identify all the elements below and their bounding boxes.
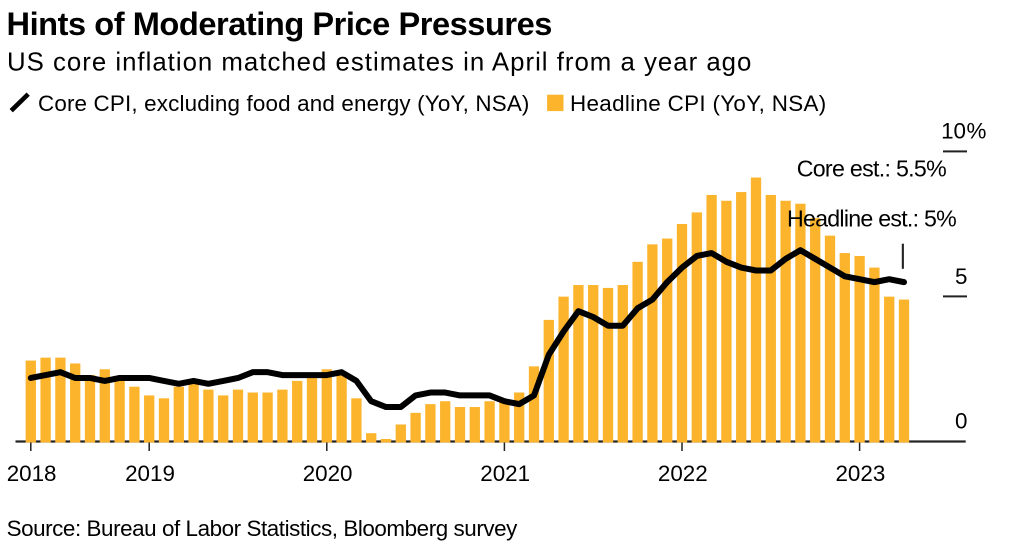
svg-text:0: 0 <box>955 408 967 433</box>
svg-text:2019: 2019 <box>125 461 175 486</box>
svg-text:10: 10 <box>941 118 966 143</box>
svg-text:Core CPI, excluding food and e: Core CPI, excluding food and energy (YoY… <box>38 91 530 116</box>
svg-text:2022: 2022 <box>658 461 708 486</box>
svg-text:Headline CPI (YoY, NSA): Headline CPI (YoY, NSA) <box>570 91 827 116</box>
svg-text:US core inflation matched esti: US core inflation matched estimates in A… <box>7 48 752 76</box>
svg-text:2023: 2023 <box>835 461 885 486</box>
svg-text:5: 5 <box>955 264 967 289</box>
svg-text:2021: 2021 <box>480 461 530 486</box>
svg-text:2018: 2018 <box>7 461 57 486</box>
svg-text:%: % <box>967 118 987 143</box>
svg-text:Headline est.: 5%: Headline est.: 5% <box>787 206 956 232</box>
svg-text:Core est.: 5.5%: Core est.: 5.5% <box>797 155 946 181</box>
svg-text:2020: 2020 <box>303 461 353 486</box>
svg-text:Hints of Moderating Price Pres: Hints of Moderating Price Pressures <box>7 5 552 42</box>
svg-text:Source: Bureau of Labor Statis: Source: Bureau of Labor Statistics, Bloo… <box>7 516 519 541</box>
